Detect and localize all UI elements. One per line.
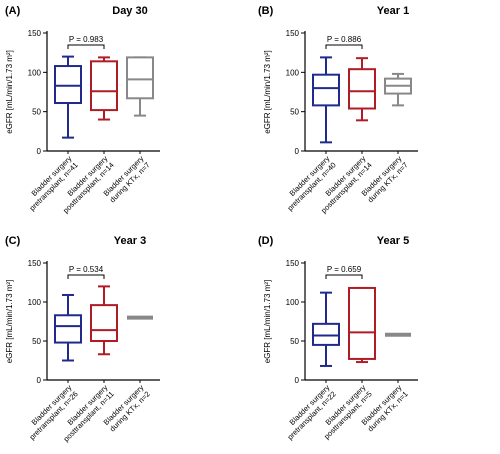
box-iqr — [90, 304, 118, 342]
box-iqr — [54, 65, 82, 105]
comparison-bracket — [325, 274, 363, 279]
y-tick-label: 150 — [286, 29, 300, 38]
panel-letter: (A) — [5, 5, 21, 17]
y-axis-label: eGFR [mL/min/1.73 m²] — [5, 280, 14, 364]
box-during-ktx — [126, 56, 154, 117]
y-tick-label: 50 — [290, 108, 299, 117]
y-tick-label: 50 — [32, 337, 41, 346]
box-iqr — [54, 314, 82, 344]
y-tick-label: 150 — [286, 259, 300, 268]
box-iqr — [348, 68, 376, 110]
box-posttransplant — [348, 286, 376, 364]
y-tick-label: 0 — [295, 147, 300, 156]
y-axis-label: eGFR [mL/min/1.73 m²] — [5, 50, 14, 134]
panel-title: Year 3 — [114, 235, 146, 247]
panel-letter: (C) — [5, 235, 21, 247]
y-tick-label: 0 — [295, 376, 300, 385]
box-posttransplant — [90, 285, 118, 356]
y-tick-label: 0 — [37, 147, 42, 156]
y-tick-label: 0 — [37, 376, 42, 385]
p-value-label: P = 0.659 — [327, 265, 362, 274]
box-pretransplant — [54, 55, 82, 139]
box-iqr — [312, 73, 340, 107]
box-iqr — [90, 60, 118, 112]
y-tick-label: 50 — [290, 337, 299, 346]
comparison-bracket — [325, 44, 363, 49]
box-during-ktx — [384, 72, 412, 107]
comparison-bracket — [67, 274, 105, 279]
p-value-label: P = 0.534 — [69, 265, 104, 274]
y-tick-label: 100 — [286, 68, 300, 77]
p-value-label: P = 0.983 — [69, 35, 104, 44]
y-tick-label: 50 — [32, 108, 41, 117]
panel-title: Day 30 — [112, 5, 147, 17]
box-iqr — [312, 322, 340, 346]
box-pretransplant — [312, 291, 340, 367]
y-tick-label: 150 — [28, 259, 42, 268]
y-axis-label: eGFR [mL/min/1.73 m²] — [263, 280, 272, 364]
box-posttransplant — [348, 57, 376, 122]
p-value-label: P = 0.886 — [327, 35, 362, 44]
panel-title: Year 1 — [377, 5, 409, 17]
box-posttransplant — [90, 56, 118, 121]
box-pretransplant — [312, 56, 340, 144]
panel-letter: (D) — [258, 235, 274, 247]
y-tick-label: 100 — [286, 298, 300, 307]
comparison-bracket — [67, 44, 105, 49]
box-iqr — [348, 286, 376, 360]
panel-letter: (B) — [258, 5, 274, 17]
box-iqr — [126, 56, 154, 100]
panel-title: Year 5 — [377, 235, 409, 247]
box-pretransplant — [54, 293, 82, 362]
y-tick-label: 150 — [28, 29, 42, 38]
y-tick-label: 100 — [28, 298, 42, 307]
y-tick-label: 100 — [28, 68, 42, 77]
y-axis-label: eGFR [mL/min/1.73 m²] — [263, 50, 272, 134]
